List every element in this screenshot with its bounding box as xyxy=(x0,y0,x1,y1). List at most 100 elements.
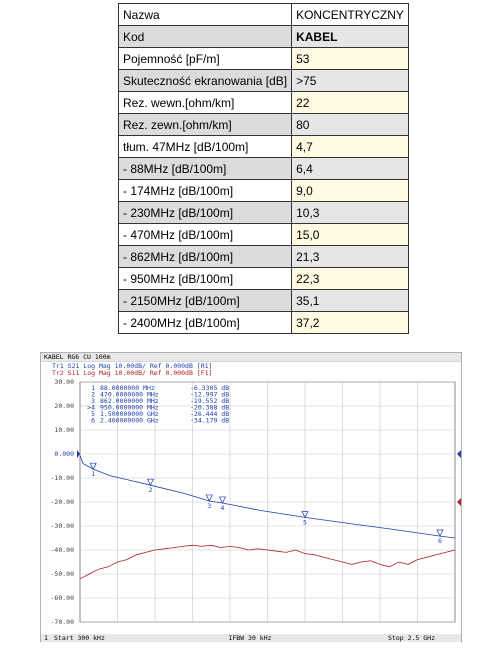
ref-arrow xyxy=(457,498,461,506)
marker-freq: 1.500000000 GHz xyxy=(100,410,159,418)
table-row: - 2400MHz [dB/100m] 37,2 xyxy=(117,311,409,334)
marker xyxy=(436,529,444,537)
marker-value: -34.179 dB xyxy=(190,417,229,425)
table-body: Nazwa KONCENTRYCZNY Kod KABEL Pojemność [pF/… xyxy=(117,3,409,334)
label-cell: - 230MHz [dB/100m] xyxy=(117,201,293,224)
marker-list-id: 2 xyxy=(91,391,95,399)
marker-value: -6.3305 dB xyxy=(190,384,229,392)
start-label: Start 300 kHz xyxy=(54,634,105,642)
value-cell: 22 xyxy=(291,91,409,114)
stop-label: Stop 2.5 GHz xyxy=(388,634,435,642)
marker-value: -20.388 dB xyxy=(190,404,229,412)
title-bar xyxy=(41,353,461,361)
legend-entry: Tr1 S21 Log Mag 10.00dB/ Ref 0.000dB [R1… xyxy=(52,362,212,370)
marker-list-id: 1 xyxy=(91,384,95,392)
label-cell: tłum. 47MHz [dB/100m] xyxy=(117,135,293,158)
value-cell: 10,3 xyxy=(291,201,409,224)
spec-table: Nazwa KONCENTRYCZNY Kod KABEL Pojemność [pF/… xyxy=(117,3,409,334)
marker-name: 4 xyxy=(221,504,225,512)
ref-arrow xyxy=(77,450,80,458)
label-cell: Kod xyxy=(117,25,293,48)
legend-entry: Tr2 S11 Log Mag 10.00dB/ Ref 0.000dB [F1… xyxy=(52,369,212,377)
trace xyxy=(79,544,456,580)
marker-freq: 950.0000000 MHz xyxy=(100,404,159,412)
value-cell: 37,2 xyxy=(291,311,409,334)
table-row: Rez. zewn.[ohm/km] 80 xyxy=(117,113,409,136)
label-cell: Rez. zewn.[ohm/km] xyxy=(117,113,293,136)
table-row: - 470MHz [dB/100m] 15,0 xyxy=(117,223,409,246)
table-row: - 174MHz [dB/100m] 9,0 xyxy=(117,179,409,202)
y-tick-label: -10.00 xyxy=(51,474,75,482)
marker xyxy=(301,511,309,519)
label-cell: Pojemność [pF/m] xyxy=(117,47,293,70)
value-cell: 22,3 xyxy=(291,267,409,290)
marker-name: 1 xyxy=(91,470,95,478)
value-cell: >75 xyxy=(291,69,409,92)
marker-list-id: >4 xyxy=(87,404,95,412)
y-tick-label: -40.00 xyxy=(51,546,75,554)
label-cell: Nazwa xyxy=(117,3,293,26)
table-row: - 2150MHz [dB/100m] 35,1 xyxy=(117,289,409,312)
label-cell: - 2150MHz [dB/100m] xyxy=(117,289,293,312)
value-cell: 80 xyxy=(291,113,409,136)
label-cell: Rez. wewn.[ohm/km] xyxy=(117,91,293,114)
table-row: - 862MHz [dB/100m] 21,3 xyxy=(117,245,409,268)
y-tick-label: -60.00 xyxy=(51,594,75,602)
ifbw-label: IFBW 30 kHz xyxy=(228,634,271,642)
table-row: - 950MHz [dB/100m] 22,3 xyxy=(117,267,409,290)
y-tick-label: 20.00 xyxy=(54,402,74,410)
marker-name: 6 xyxy=(438,537,442,545)
value-cell: 35,1 xyxy=(291,289,409,312)
marker-name: 3 xyxy=(207,502,211,510)
table-row: - 88MHz [dB/100m] 6,4 xyxy=(117,157,409,180)
label-cell: - 174MHz [dB/100m] xyxy=(117,179,293,202)
value-cell: 6,4 xyxy=(291,157,409,180)
value-cell: 9,0 xyxy=(291,179,409,202)
table-row: Rez. wewn.[ohm/km] 22 xyxy=(117,91,409,114)
y-tick-label: -50.00 xyxy=(51,570,75,578)
channel: 1 xyxy=(44,634,48,642)
table-row: tłum. 47MHz [dB/100m] 4,7 xyxy=(117,135,409,158)
value-cell: 15,0 xyxy=(291,223,409,246)
ref-arrow xyxy=(457,450,461,458)
marker-freq: 470.0000000 MHz xyxy=(100,391,159,399)
marker-value: -12.997 dB xyxy=(190,391,229,399)
marker-list-id: 5 xyxy=(91,410,95,418)
y-tick-label: -70.00 xyxy=(51,618,75,626)
table-row: - 230MHz [dB/100m] 10,3 xyxy=(117,201,409,224)
value-cell: 4,7 xyxy=(291,135,409,158)
y-tick-label: 30.00 xyxy=(54,378,74,386)
table-row: Kod KABEL xyxy=(117,25,409,48)
label-cell: - 2400MHz [dB/100m] xyxy=(117,311,293,334)
label-cell: - 88MHz [dB/100m] xyxy=(117,157,293,180)
marker-list-id: 6 xyxy=(91,417,95,425)
label-cell: - 950MHz [dB/100m] xyxy=(117,267,293,290)
label-cell: - 862MHz [dB/100m] xyxy=(117,245,293,268)
table-row: Pojemność [pF/m] 53 xyxy=(117,47,409,70)
marker xyxy=(89,462,97,470)
y-tick-label: -30.00 xyxy=(51,522,75,530)
label-cell: Skuteczność ekranowania [dB] xyxy=(117,69,293,92)
marker-freq: 2.400000000 GHz xyxy=(100,417,159,425)
table-row: Skuteczność ekranowania [dB] >75 xyxy=(117,69,409,92)
marker xyxy=(218,496,227,504)
y-tick-label: -20.00 xyxy=(51,498,75,506)
y-tick-label: 10.00 xyxy=(54,426,74,434)
marker-value: -19.552 dB xyxy=(190,397,229,405)
trace xyxy=(79,455,456,539)
label-cell: - 470MHz [dB/100m] xyxy=(117,223,293,246)
marker-freq: 88.0000000 MHz xyxy=(100,384,155,392)
value-cell: KABEL xyxy=(291,25,409,48)
vna-screen: KABEL RG6 CU 100m 1 Start 300 kHz IFBW 3… xyxy=(40,352,462,642)
marker-name: 5 xyxy=(303,518,307,526)
marker-list-id: 3 xyxy=(91,397,95,405)
value-cell: KONCENTRYCZNY xyxy=(291,3,409,26)
value-cell: 53 xyxy=(291,47,409,70)
y-tick-label: 0.000 xyxy=(54,450,74,458)
title: KABEL RG6 CU 100m xyxy=(44,353,111,361)
value-cell: 21,3 xyxy=(291,245,409,268)
table-row: Nazwa KONCENTRYCZNY xyxy=(117,3,409,26)
marker xyxy=(146,478,155,486)
marker xyxy=(205,494,213,502)
